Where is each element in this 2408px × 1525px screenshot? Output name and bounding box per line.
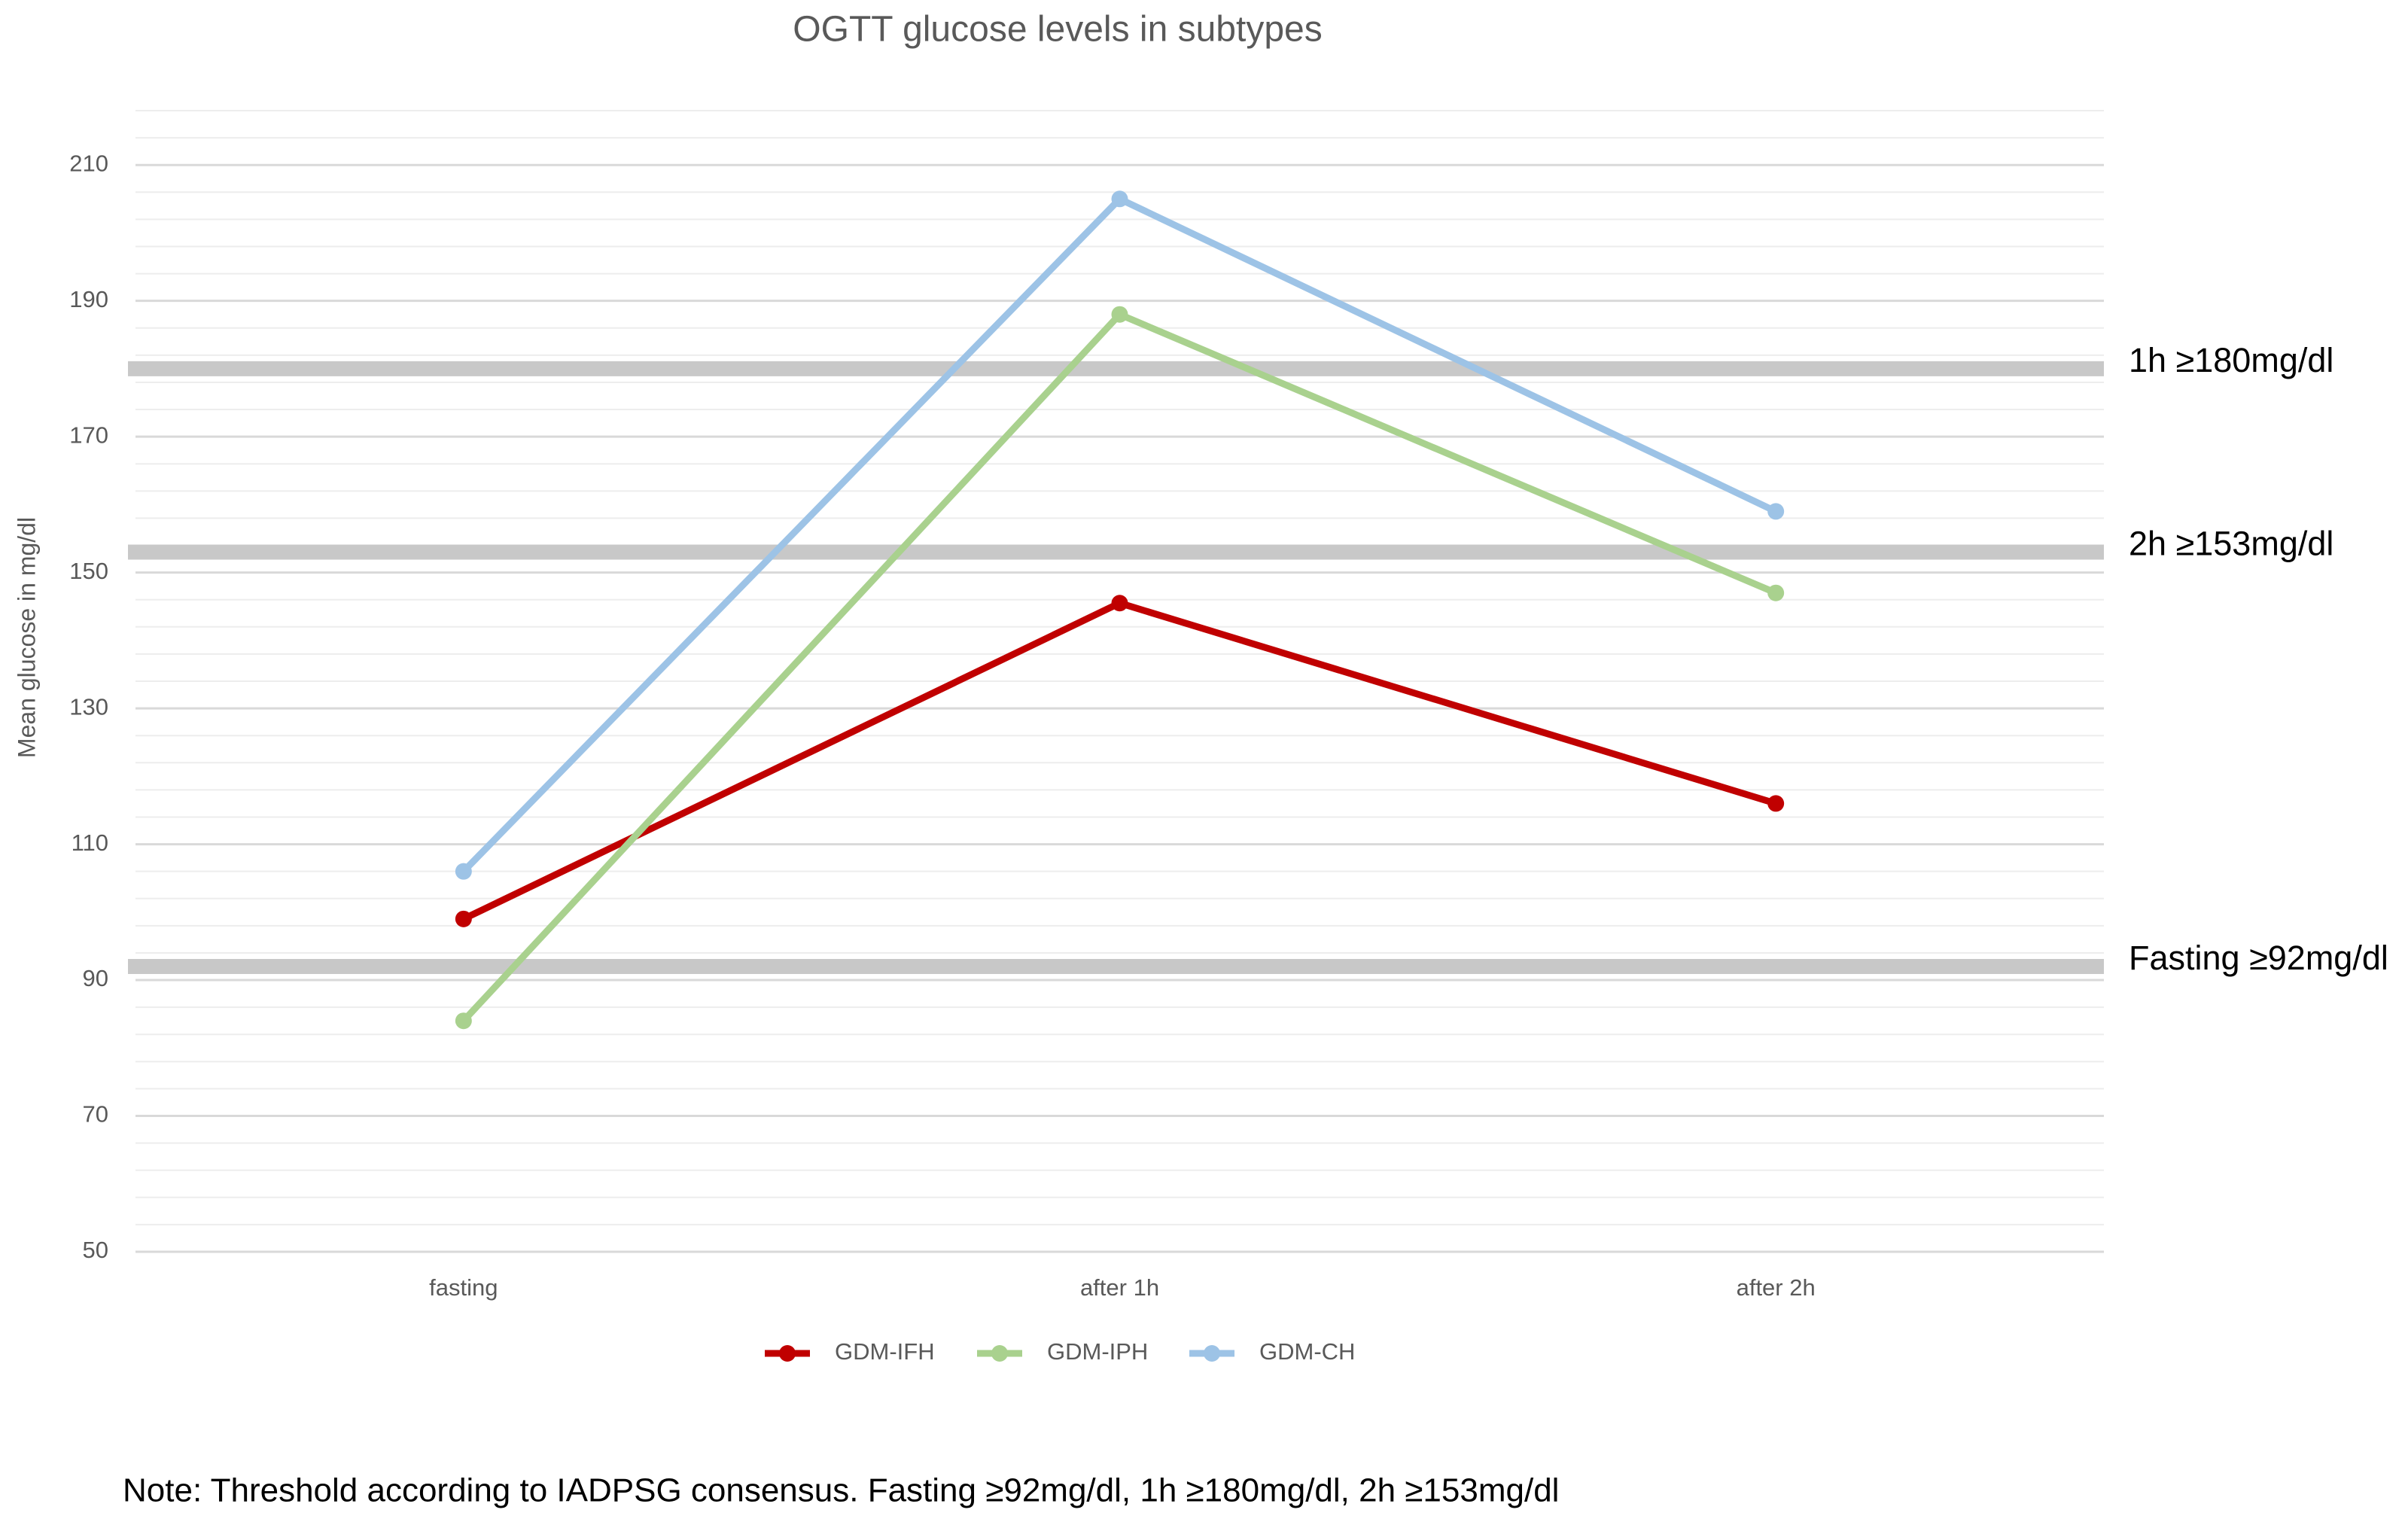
data-point: [455, 1012, 472, 1030]
y-tick-label: 150: [69, 558, 108, 584]
y-tick-label: 110: [72, 829, 108, 856]
data-point: [1767, 795, 1785, 812]
data-point: [455, 910, 472, 927]
y-tick-label: 90: [83, 965, 108, 991]
legend-marker: [1204, 1345, 1220, 1362]
legend-label: GDM-IFH: [835, 1338, 935, 1365]
legend-marker: [991, 1345, 1008, 1362]
data-point: [1111, 595, 1128, 612]
threshold-label: Fasting ≥92mg/dl: [2129, 939, 2388, 977]
y-tick-label: 170: [69, 422, 108, 448]
x-tick-label: after 1h: [1080, 1274, 1159, 1301]
data-point: [1767, 503, 1785, 520]
legend-marker: [779, 1345, 796, 1362]
x-tick-label: fasting: [429, 1274, 498, 1301]
y-axis-label: Mean glucose in mg/dl: [13, 517, 40, 758]
threshold-label: 2h ≥153mg/dl: [2129, 524, 2333, 562]
data-point: [1111, 190, 1128, 208]
legend-label: GDM-CH: [1259, 1338, 1355, 1365]
data-point: [455, 863, 472, 880]
data-point: [1767, 584, 1785, 601]
legend-label: GDM-IPH: [1047, 1338, 1148, 1365]
x-tick-label: after 2h: [1737, 1274, 1816, 1301]
y-tick-label: 70: [83, 1101, 108, 1128]
y-tick-label: 190: [69, 286, 108, 312]
y-tick-label: 50: [83, 1237, 108, 1263]
data-point: [1111, 306, 1128, 323]
y-tick-label: 130: [69, 693, 108, 720]
chart-title: OGTT glucose levels in subtypes: [793, 10, 1322, 50]
note: Note: Threshold according to IADPSG cons…: [123, 1472, 1559, 1509]
threshold-label: 1h ≥180mg/dl: [2129, 341, 2333, 379]
y-tick-label: 210: [69, 150, 108, 176]
